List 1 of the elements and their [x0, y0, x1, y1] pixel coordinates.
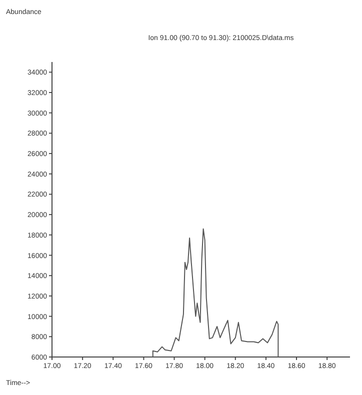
line-series: [152, 228, 279, 358]
